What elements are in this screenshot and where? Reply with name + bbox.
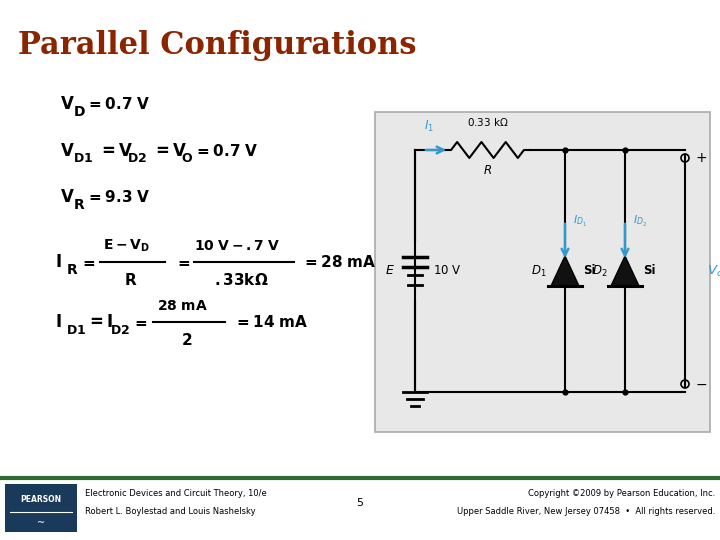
Text: $\mathbf{28\ mA}$: $\mathbf{28\ mA}$ — [157, 299, 208, 313]
Text: $\mathbf{I}$: $\mathbf{I}$ — [55, 313, 62, 331]
Text: $E$: $E$ — [385, 265, 395, 278]
Text: $\mathbf{= 0.7\ V}$: $\mathbf{= 0.7\ V}$ — [86, 96, 150, 112]
Text: PEARSON: PEARSON — [20, 496, 62, 504]
Text: $\mathbf{R}$: $\mathbf{R}$ — [73, 198, 86, 212]
Text: $\mathbf{= 9.3\ V}$: $\mathbf{= 9.3\ V}$ — [86, 189, 150, 205]
Text: $\mathbf{.33k\Omega}$: $\mathbf{.33k\Omega}$ — [214, 272, 269, 288]
Text: $\mathbf{R}$: $\mathbf{R}$ — [66, 263, 78, 277]
Text: $\mathbf{D2}$: $\mathbf{D2}$ — [110, 323, 130, 336]
Text: $\mathbf{= 14\ mA}$: $\mathbf{= 14\ mA}$ — [234, 314, 308, 330]
Text: Upper Saddle River, New Jersey 07458  •  All rights reserved.: Upper Saddle River, New Jersey 07458 • A… — [456, 508, 715, 516]
Text: Robert L. Boylestad and Louis Nashelsky: Robert L. Boylestad and Louis Nashelsky — [85, 508, 256, 516]
Text: $\mathbf{O}$: $\mathbf{O}$ — [181, 152, 193, 165]
Polygon shape — [551, 256, 579, 286]
Text: $\mathbf{V}$: $\mathbf{V}$ — [60, 188, 75, 206]
Text: $V_o$: $V_o$ — [707, 264, 720, 279]
Text: $\mathbf{= V}$: $\mathbf{= V}$ — [98, 142, 133, 160]
Bar — [375, 112, 710, 432]
Text: $\mathbf{E - V_D}$: $\mathbf{E - V_D}$ — [103, 238, 150, 254]
Text: $\mathbf{2}$: $\mathbf{2}$ — [181, 332, 192, 348]
Text: ~: ~ — [37, 518, 45, 528]
Text: $\mathbf{V}$: $\mathbf{V}$ — [60, 95, 75, 113]
Text: $\mathbf{R}$: $\mathbf{R}$ — [124, 272, 138, 288]
Text: $\mathbf{D2}$: $\mathbf{D2}$ — [127, 152, 147, 165]
Text: $R$: $R$ — [483, 164, 492, 177]
Text: $+$: $+$ — [695, 151, 707, 165]
Text: $\mathbf{=}$: $\mathbf{=}$ — [175, 254, 191, 269]
Text: $D_1$: $D_1$ — [531, 264, 547, 279]
Text: $\mathbf{= V}$: $\mathbf{= V}$ — [152, 142, 187, 160]
Text: $\mathbf{= 0.7\ V}$: $\mathbf{= 0.7\ V}$ — [194, 143, 258, 159]
Text: $\mathbf{= I}$: $\mathbf{= I}$ — [86, 313, 113, 331]
Text: $-$: $-$ — [695, 377, 707, 391]
Bar — [5, 484, 77, 532]
Text: $0.33\ \mathrm{k\Omega}$: $0.33\ \mathrm{k\Omega}$ — [467, 116, 508, 128]
Text: $\mathbf{= 28\ mA}$: $\mathbf{= 28\ mA}$ — [302, 254, 377, 270]
Text: $\mathbf{=}$: $\mathbf{=}$ — [80, 254, 96, 269]
Text: $I_{D_2}$: $I_{D_2}$ — [633, 213, 647, 228]
Text: Electronic Devices and Circuit Theory, 10/e: Electronic Devices and Circuit Theory, 1… — [85, 489, 266, 498]
Text: $10\ \mathrm{V}$: $10\ \mathrm{V}$ — [433, 265, 462, 278]
Text: 5: 5 — [356, 498, 364, 508]
Text: Copyright ©2009 by Pearson Education, Inc.: Copyright ©2009 by Pearson Education, In… — [528, 489, 715, 498]
Text: Parallel Configurations: Parallel Configurations — [18, 30, 416, 61]
Text: $\mathbf{D}$: $\mathbf{D}$ — [73, 105, 86, 119]
Text: $\mathbf{10\ V - .7\ V}$: $\mathbf{10\ V - .7\ V}$ — [194, 239, 280, 253]
Text: Si: Si — [583, 265, 595, 278]
Text: $\mathbf{=}$: $\mathbf{=}$ — [132, 314, 148, 329]
Text: $I_1$: $I_1$ — [424, 119, 434, 134]
Text: $\mathbf{D1}$: $\mathbf{D1}$ — [73, 152, 94, 165]
Text: $\mathbf{D1}$: $\mathbf{D1}$ — [66, 323, 86, 336]
Text: Si: Si — [643, 265, 655, 278]
Polygon shape — [611, 256, 639, 286]
Text: $\mathbf{I}$: $\mathbf{I}$ — [55, 253, 62, 271]
Text: $\mathbf{V}$: $\mathbf{V}$ — [60, 142, 75, 160]
Text: $D_2$: $D_2$ — [592, 264, 607, 279]
Text: $I_{D_1}$: $I_{D_1}$ — [573, 213, 587, 228]
